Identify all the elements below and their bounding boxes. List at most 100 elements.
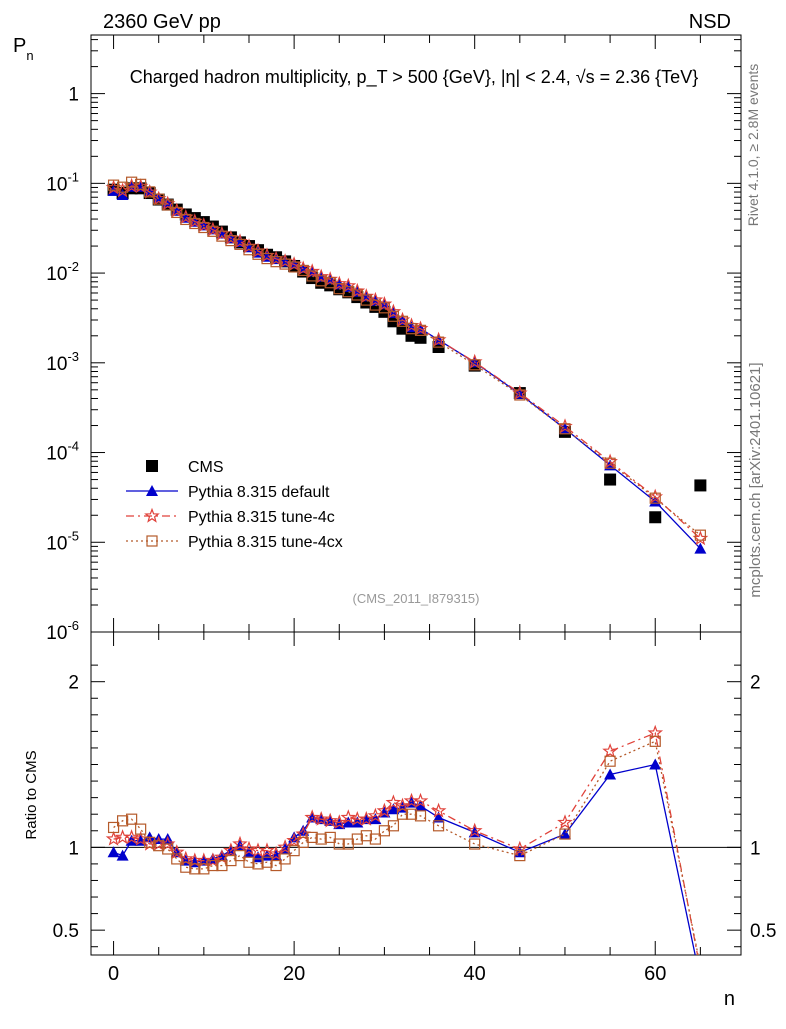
data-point bbox=[107, 179, 120, 191]
data-point bbox=[126, 176, 138, 188]
ratio-point bbox=[558, 828, 571, 840]
ratio-point bbox=[107, 821, 120, 834]
data-point bbox=[367, 291, 384, 307]
data-point bbox=[376, 295, 393, 311]
process-label: NSD bbox=[689, 11, 731, 33]
ratio-point bbox=[511, 840, 528, 856]
data-point bbox=[396, 322, 409, 335]
ratio-series-1 bbox=[105, 724, 699, 955]
ratio-point bbox=[342, 816, 355, 828]
data-point bbox=[198, 221, 210, 234]
data-point bbox=[162, 199, 174, 211]
data-point bbox=[252, 248, 264, 260]
ratio-point bbox=[144, 836, 156, 848]
ratio-point bbox=[306, 831, 318, 843]
data-point bbox=[694, 542, 707, 554]
ratio-point bbox=[116, 849, 129, 861]
data-point bbox=[604, 473, 617, 486]
ratio-point bbox=[340, 809, 357, 825]
ratio-point bbox=[331, 814, 348, 830]
ratio-point bbox=[159, 835, 176, 851]
mcplots-label: mcplots.cern.ch [arXiv:2401.10621] bbox=[747, 362, 764, 597]
y-tick-label-right: 1 bbox=[750, 838, 761, 859]
ratio-point bbox=[270, 859, 282, 872]
legend-item: CMS bbox=[146, 459, 224, 476]
ratio-panel: Ratio to CMS 0 20 40 60 0.5 0.5 1 1 2 2 n bbox=[23, 631, 776, 1010]
ratio-point bbox=[177, 850, 194, 866]
ratio-point bbox=[369, 833, 381, 845]
ratio-point bbox=[168, 844, 185, 860]
data-point bbox=[378, 302, 391, 314]
ratio-point bbox=[469, 838, 481, 850]
ratio-point bbox=[432, 820, 445, 832]
legend-marker bbox=[146, 485, 158, 496]
ratio-point bbox=[333, 838, 345, 850]
ratio-point bbox=[647, 724, 664, 740]
y-tick-label: 1 bbox=[68, 838, 79, 859]
legend-label: Pythia 8.315 default bbox=[188, 484, 330, 501]
ratio-point bbox=[153, 840, 165, 852]
chart-title: Charged hadron multiplicity, p_T > 500 {… bbox=[130, 67, 698, 88]
ratio-point bbox=[385, 794, 402, 810]
data-point bbox=[559, 423, 571, 435]
data-point bbox=[153, 193, 165, 205]
data-point bbox=[270, 256, 282, 268]
ratio-point bbox=[430, 802, 447, 818]
data-point bbox=[279, 258, 291, 270]
ratio-point bbox=[288, 831, 301, 843]
ratio-point bbox=[367, 807, 384, 823]
ratio-point bbox=[405, 808, 418, 820]
legend-label: Pythia 8.315 tune-4c bbox=[188, 509, 335, 526]
legend-marker bbox=[146, 535, 158, 547]
ratio-point bbox=[171, 853, 183, 865]
ratio-point bbox=[315, 833, 327, 845]
ratio-point bbox=[223, 842, 239, 858]
data-point bbox=[288, 261, 300, 273]
ratio-point bbox=[360, 830, 372, 842]
ratio-point bbox=[604, 755, 616, 767]
rivet-label: Rivet 4.1.0, ≥ 2.8M events bbox=[745, 64, 761, 227]
data-point bbox=[694, 479, 707, 492]
legend-item: Pythia 8.315 default bbox=[126, 484, 330, 501]
data-point bbox=[313, 268, 330, 284]
ratio-line bbox=[113, 763, 696, 955]
data-point bbox=[171, 206, 183, 219]
ratio-point bbox=[234, 850, 246, 862]
data-point bbox=[369, 299, 381, 311]
y-tick-label: 1 bbox=[68, 85, 79, 106]
data-point bbox=[649, 492, 661, 504]
legend-label: CMS bbox=[188, 459, 224, 476]
ratio-point bbox=[432, 811, 445, 823]
ratio-point bbox=[107, 846, 120, 858]
ratio-point bbox=[387, 803, 400, 815]
ratio-line bbox=[113, 732, 699, 955]
ratio-point bbox=[135, 823, 147, 835]
series-line bbox=[113, 181, 701, 536]
ratio-point bbox=[252, 851, 265, 863]
ratio-point bbox=[602, 743, 618, 758]
ratio-point bbox=[126, 813, 138, 825]
data-point bbox=[514, 389, 526, 401]
legend: CMS Pythia 8.315 default Pythia 8.315 tune… bbox=[126, 459, 343, 551]
ratio-point bbox=[232, 835, 248, 851]
data-point bbox=[694, 529, 706, 541]
data-point bbox=[405, 329, 418, 342]
y-tick-label: 2 bbox=[68, 673, 79, 694]
data-point bbox=[315, 275, 327, 287]
legend-item: Pythia 8.315 tune-4cx bbox=[126, 534, 343, 551]
ratio-point bbox=[241, 840, 257, 856]
data-point bbox=[261, 252, 273, 265]
ratio-point bbox=[286, 832, 302, 848]
data-point bbox=[331, 275, 348, 291]
data-point bbox=[189, 217, 201, 230]
ratio-point bbox=[198, 863, 210, 875]
ratio-point bbox=[205, 852, 221, 868]
ratio-frame bbox=[90, 631, 742, 956]
ratio-point bbox=[604, 768, 617, 780]
ratio-point bbox=[297, 824, 310, 836]
legend-label: Pythia 8.315 tune-4cx bbox=[188, 534, 343, 551]
ratio-point bbox=[116, 815, 129, 827]
y-tick-label: 10-1 bbox=[46, 169, 79, 195]
ratio-point bbox=[189, 863, 201, 875]
